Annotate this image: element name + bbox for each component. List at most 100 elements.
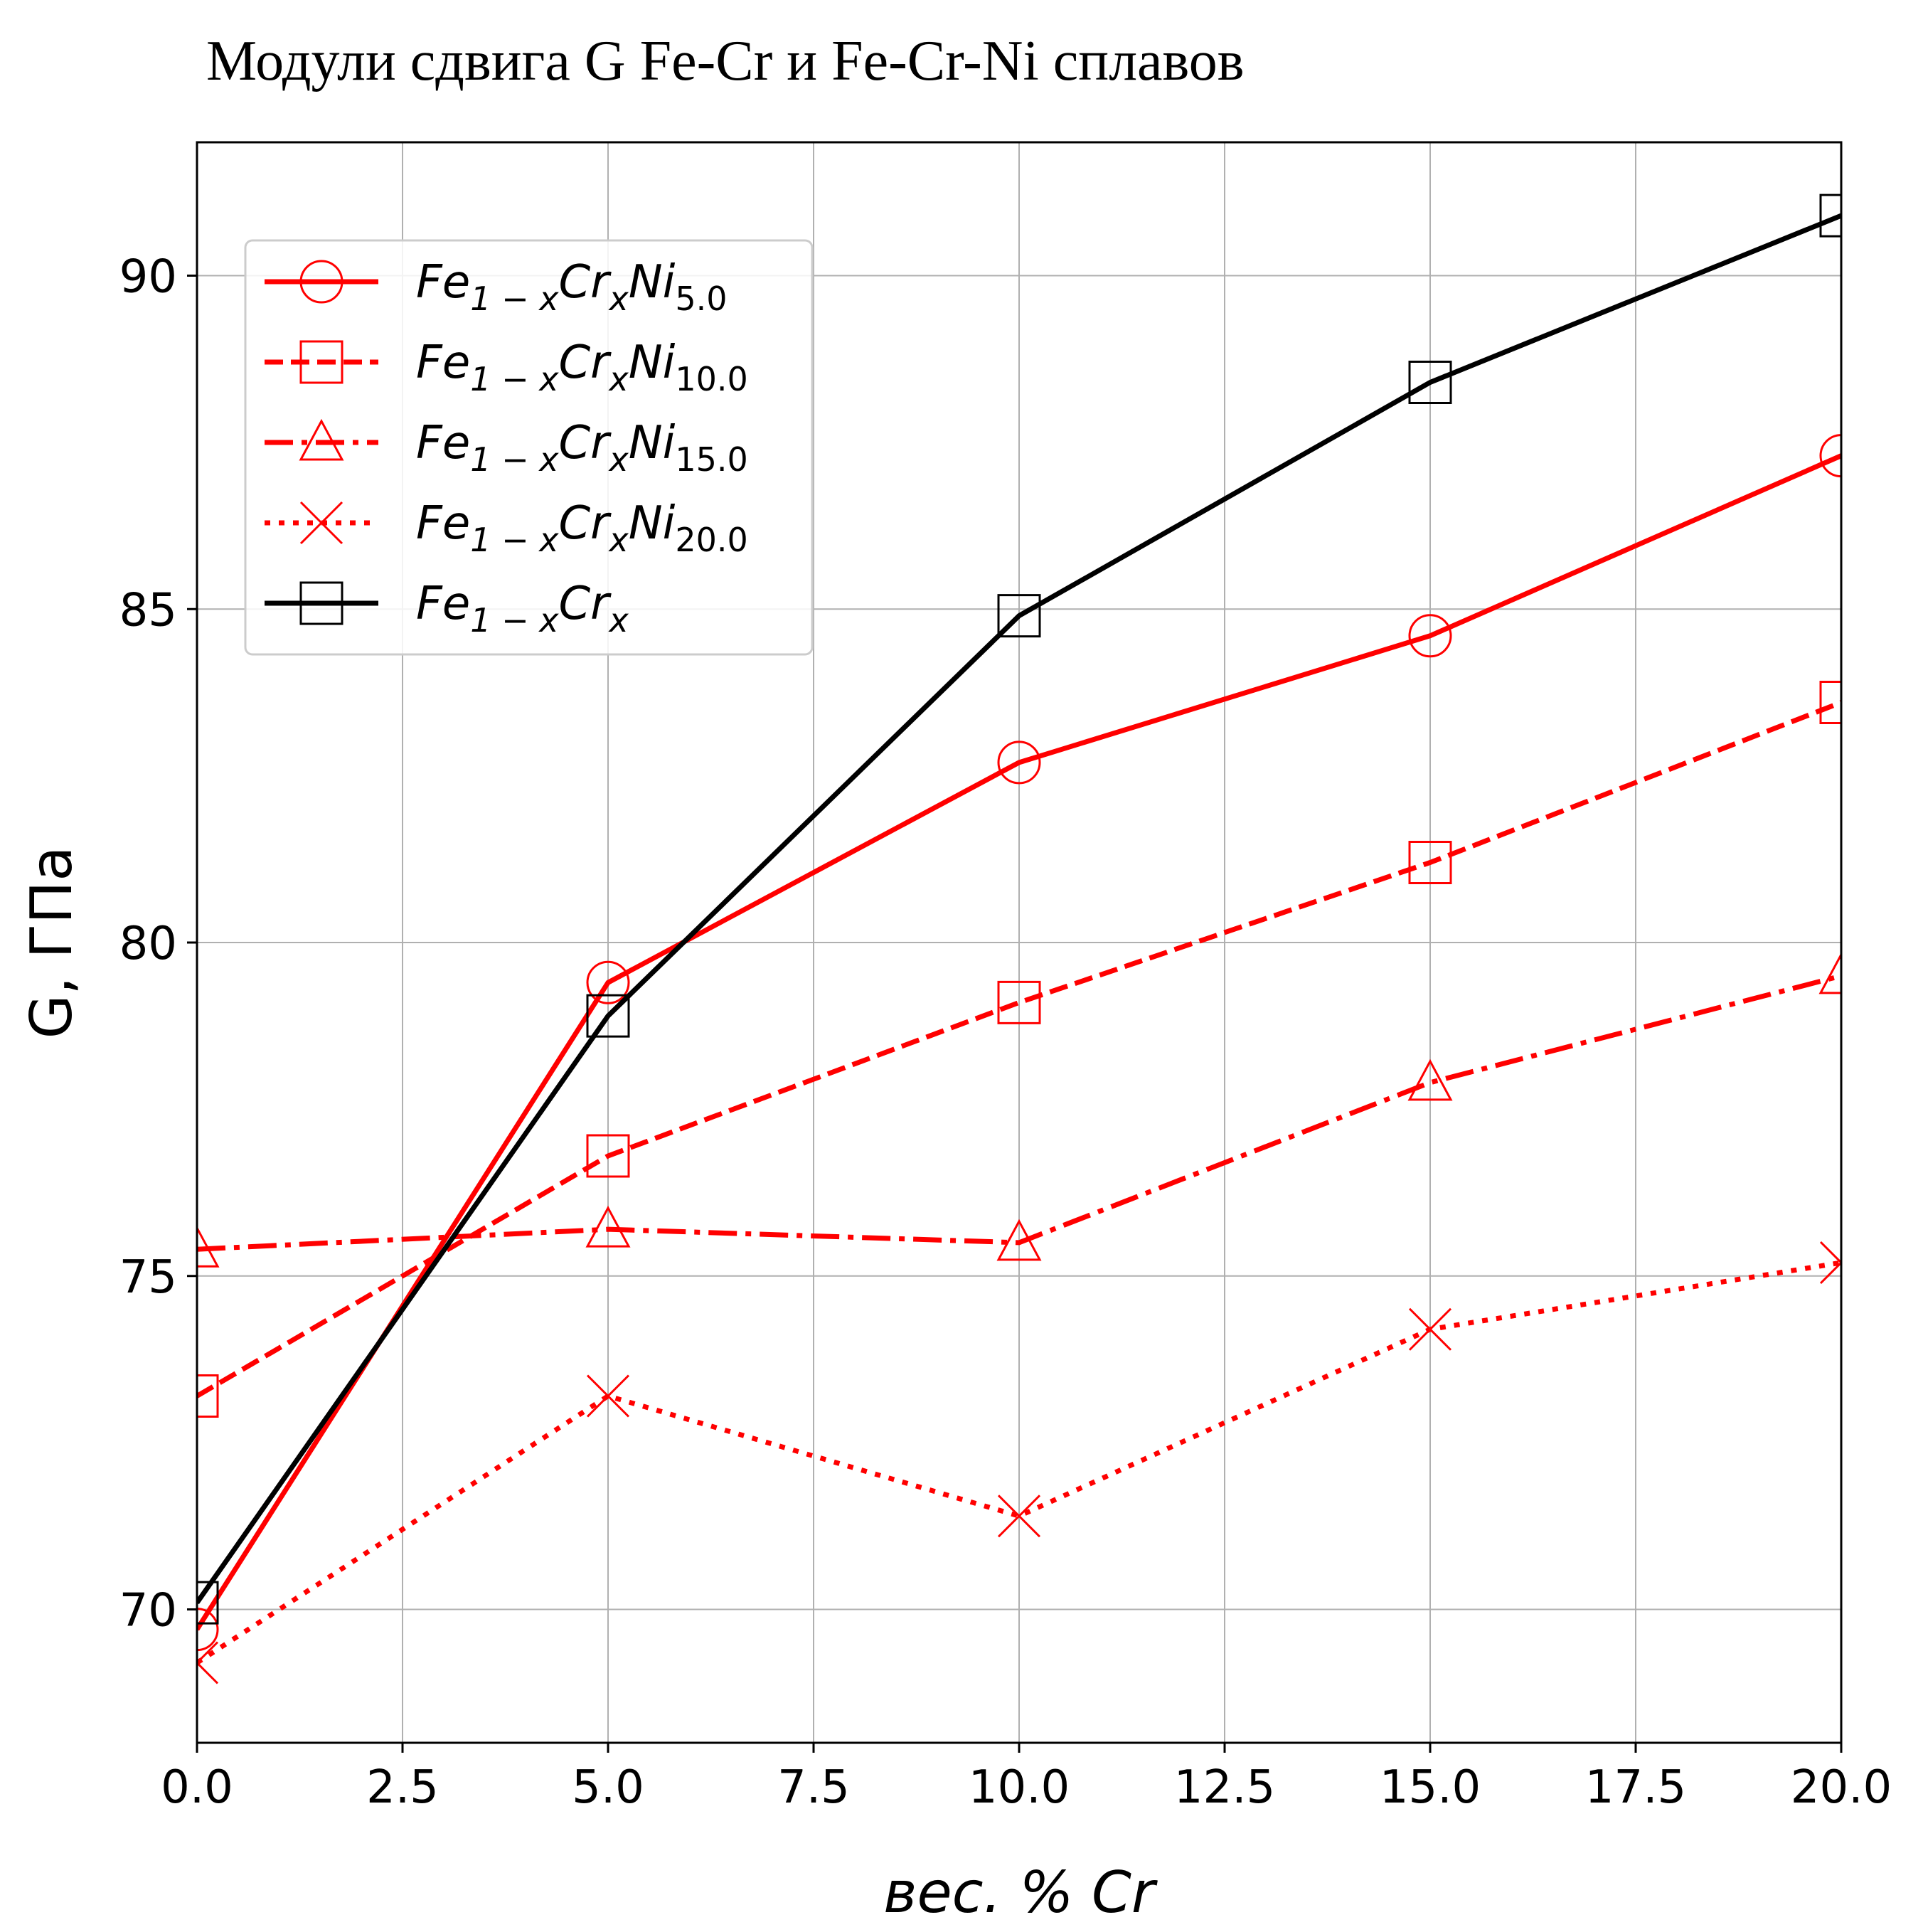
legend-subscript: 1 − x (470, 601, 559, 639)
data-point (1819, 193, 1841, 238)
series-3 (197, 1241, 1841, 1684)
legend-label: Fe1 − xCrxNi10.0 (416, 336, 748, 398)
grid (196, 142, 1842, 1743)
legend-subscript: 1 − x (470, 360, 559, 398)
legend-subscript: x (607, 521, 629, 559)
y-tick-label: 75 (119, 1251, 177, 1304)
x-axis-label: вес. % Cr (883, 1859, 1158, 1926)
legend-subscript: 15.0 (675, 440, 747, 479)
legend-symbol: Cr (558, 497, 612, 550)
legend-symbol: Cr (558, 578, 612, 630)
data-point (586, 994, 630, 1038)
series-line (197, 973, 1841, 1252)
y-axis-label: G, ГПа (18, 846, 85, 1039)
data-point (1819, 1241, 1841, 1285)
x-tick-label: 0.0 (161, 1761, 233, 1814)
y-tick-label: 70 (119, 1585, 177, 1638)
data-point (197, 1581, 219, 1625)
x-tick-label: 7.5 (777, 1761, 850, 1814)
legend-label: Fe1 − xCrxNi20.0 (416, 497, 748, 559)
series-2 (197, 952, 1841, 1268)
legend-marker (299, 340, 343, 384)
data-point (997, 741, 1041, 785)
legend-item: Fe1 − xCrxNi15.0 (265, 417, 748, 479)
x-tick-label: 12.5 (1174, 1761, 1276, 1814)
legend-subscript: 1 − x (470, 440, 559, 479)
data-point (1818, 952, 1841, 994)
data-point (197, 1608, 219, 1652)
legend-marker (299, 418, 344, 461)
data-point (996, 1219, 1042, 1261)
data-point (1819, 434, 1841, 478)
data-point (197, 1641, 219, 1684)
data-point (197, 1226, 220, 1268)
legend-subscript: 1 − x (470, 521, 559, 559)
legend-symbol: Fe (416, 578, 470, 630)
x-tick-label: 2.5 (366, 1761, 439, 1814)
y-tick-label: 85 (119, 584, 177, 637)
legend-symbol: Cr (558, 336, 612, 389)
legend-item: Fe1 − xCrx (265, 578, 629, 639)
legend-subscript: 5.0 (675, 280, 727, 318)
x-tick-label: 10.0 (969, 1761, 1070, 1814)
y-tick-label: 90 (119, 251, 177, 304)
legend-symbol: Ni (629, 417, 676, 469)
legend-subscript: x (607, 440, 629, 479)
data-point (997, 980, 1041, 1024)
legend-subscript: 10.0 (675, 360, 747, 398)
series-line (197, 1260, 1841, 1665)
data-point (197, 1374, 219, 1418)
legend-item: Fe1 − xCrxNi20.0 (265, 497, 748, 559)
data-point (997, 594, 1041, 638)
legend-symbol: Fe (416, 497, 470, 550)
x-tick-label: 20.0 (1791, 1761, 1892, 1814)
y-tick-label: 80 (119, 918, 177, 970)
data-point (1408, 361, 1452, 404)
legend-symbol: Ni (629, 497, 676, 550)
data-point (585, 1205, 631, 1248)
legend-item: Fe1 − xCrxNi10.0 (265, 336, 748, 398)
legend-symbol: Fe (416, 336, 470, 389)
legend-subscript: 1 − x (470, 280, 559, 318)
data-point (1408, 841, 1452, 884)
legend-subscript: x (607, 360, 629, 398)
data-point (1819, 681, 1841, 724)
series-4 (197, 193, 1841, 1625)
legend-label: Fe1 − xCrxNi5.0 (416, 256, 728, 318)
data-point (586, 1374, 630, 1418)
legend-label: Fe1 − xCrx (416, 578, 629, 639)
series-line (197, 453, 1841, 1631)
series-layer (197, 193, 1841, 1684)
legend-marker (299, 260, 343, 304)
x-tick-label: 17.5 (1585, 1761, 1687, 1814)
series-0 (197, 434, 1841, 1652)
legend-box (244, 239, 814, 656)
legend-subscript: x (607, 601, 629, 639)
plot-area (197, 193, 1841, 1684)
legend-symbol: Fe (416, 256, 470, 309)
series-line (197, 213, 1841, 1605)
legend-symbol: Cr (558, 256, 612, 309)
legend-item: Fe1 − xCrxNi5.0 (265, 256, 728, 318)
data-point (1407, 1058, 1453, 1101)
data-point (586, 1134, 630, 1178)
ticks: 0.0 2.5 5.0 7.5 10.0 12.5 15.0 17.5 20.0 70 75 80 85… (119, 251, 1892, 1815)
x-tick-label: 5.0 (572, 1761, 644, 1814)
legend-subscript: x (607, 280, 629, 318)
legend-symbol: Ni (629, 336, 676, 389)
legend-marker (299, 581, 343, 625)
x-tick-label: 15.0 (1380, 1761, 1481, 1814)
legend-marker (299, 501, 343, 545)
data-point (997, 1495, 1041, 1538)
legend-symbol: Ni (629, 256, 676, 309)
legend-label: Fe1 − xCrxNi15.0 (416, 417, 748, 479)
data-point (586, 960, 630, 1004)
chart-title: Модули сдвига G Fe-Cr и Fe-Cr-Ni сплавов (206, 30, 1245, 92)
data-point (1408, 1307, 1452, 1351)
legend-subscript: 20.0 (675, 521, 747, 559)
legend-symbol: Fe (416, 417, 470, 469)
legend-symbol: Cr (558, 417, 612, 469)
data-point (1408, 614, 1452, 658)
